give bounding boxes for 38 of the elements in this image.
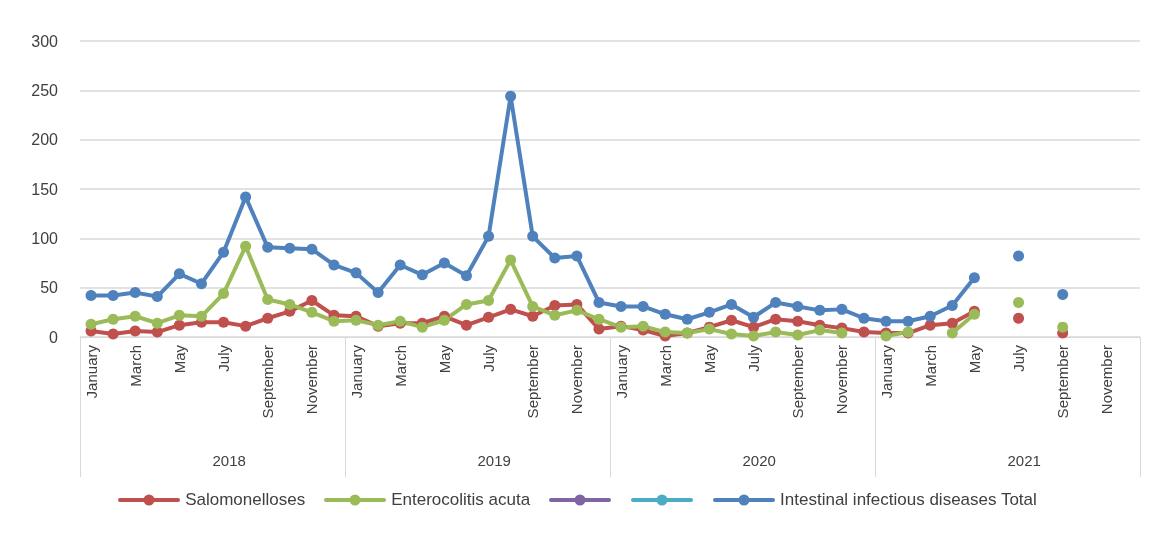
x-tick-label: March bbox=[921, 345, 939, 387]
text: 2018 bbox=[212, 452, 246, 469]
x-tick-label: March bbox=[656, 345, 674, 387]
x-tick-label: May bbox=[170, 344, 188, 374]
legend-label: Enterocolitis acuta bbox=[391, 490, 531, 510]
x-tick-label: January bbox=[347, 344, 365, 399]
text: 2021 bbox=[1007, 452, 1041, 469]
y-tick-label: 100 bbox=[31, 229, 59, 247]
x-tick-label: September bbox=[1054, 345, 1072, 419]
x-tick-label: November bbox=[1098, 345, 1116, 415]
legend-label: Salomonelloses bbox=[185, 490, 306, 510]
x-tick-label: July bbox=[745, 344, 763, 372]
x-tick-label: May bbox=[965, 344, 983, 374]
x-tick-label: November bbox=[303, 345, 321, 415]
x-tick-label: July bbox=[1010, 344, 1028, 372]
x-tick-label: January bbox=[82, 344, 100, 399]
x-tick-label: January bbox=[612, 344, 630, 399]
x-tick-label: September bbox=[524, 345, 542, 419]
y-tick-label: 150 bbox=[31, 180, 59, 198]
x-tick-label: July bbox=[215, 344, 233, 372]
y-tick-label: 50 bbox=[40, 279, 59, 297]
x-tick-label: May bbox=[435, 344, 453, 374]
legend-label: Intestinal infectious diseases Total bbox=[780, 490, 1037, 510]
x-tick-label: September bbox=[789, 345, 807, 419]
y-tick-label: 250 bbox=[31, 81, 59, 99]
x-tick-label: March bbox=[126, 345, 144, 387]
x-tick-label: November bbox=[568, 345, 586, 415]
x-tick-label: September bbox=[259, 345, 277, 419]
text: 2020 bbox=[742, 452, 776, 469]
y-tick-label: 200 bbox=[31, 131, 59, 149]
y-tick-label: 0 bbox=[49, 328, 59, 346]
x-tick-label: May bbox=[700, 344, 718, 374]
x-tick-label: March bbox=[391, 345, 409, 387]
text: 2019 bbox=[477, 452, 511, 469]
x-tick-label: January bbox=[877, 344, 895, 399]
x-tick-label: July bbox=[480, 344, 498, 372]
y-tick-label: 300 bbox=[31, 32, 59, 50]
x-tick-label: November bbox=[833, 345, 851, 415]
